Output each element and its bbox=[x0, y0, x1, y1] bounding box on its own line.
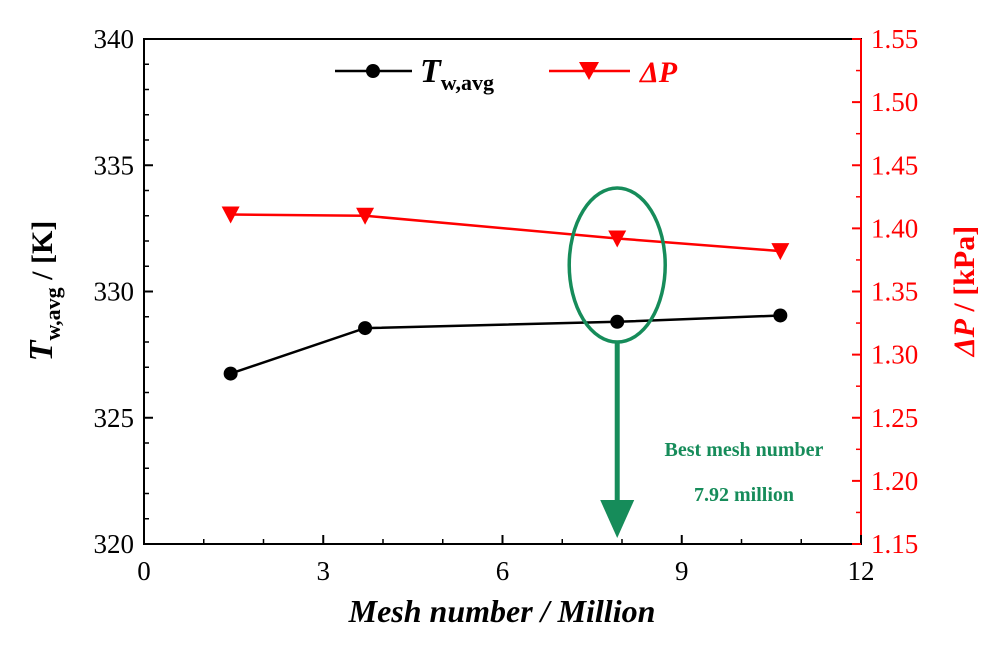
right-tick-label: 1.45 bbox=[871, 150, 918, 180]
left-axis-title: Tw,avg / [K] bbox=[23, 221, 65, 362]
series-line-0 bbox=[230, 314, 781, 375]
legend-label-tw-symbol: T bbox=[420, 53, 442, 90]
x-tick-label: 6 bbox=[496, 556, 510, 586]
plot-frame bbox=[143, 38, 862, 545]
x-axis-title: Mesh number / Million bbox=[348, 593, 656, 629]
data-point bbox=[358, 321, 373, 336]
legend-label-tw: Tw,avg bbox=[420, 53, 494, 95]
right-tick-label: 1.25 bbox=[871, 403, 918, 433]
right-axis-ticks: 1.15 1.20 1.25 1.30 1.35 1.40 1.45 1.50 1.55 bbox=[852, 24, 918, 559]
annotation-text-line1: Best mesh number bbox=[665, 439, 824, 461]
x-tick-label: 9 bbox=[675, 556, 689, 586]
series-line-1 bbox=[230, 213, 781, 253]
left-tick-label: 340 bbox=[94, 24, 135, 54]
right-tick-label: 1.30 bbox=[871, 340, 918, 370]
data-point bbox=[773, 308, 788, 323]
annotation: Best mesh number 7.92 million bbox=[567, 186, 824, 538]
x-tick-label: 12 bbox=[848, 556, 875, 586]
left-axis-ticks: 320 325 330 335 340 bbox=[94, 24, 153, 559]
right-axis-title-symbol: ΔP bbox=[948, 318, 981, 357]
right-tick-label: 1.55 bbox=[871, 24, 918, 54]
left-tick-label: 335 bbox=[94, 150, 135, 180]
right-tick-label: 1.40 bbox=[871, 213, 918, 243]
right-tick-label: 1.15 bbox=[871, 529, 918, 559]
right-tick-label: 1.35 bbox=[871, 277, 918, 307]
legend: Tw,avg ΔP bbox=[335, 53, 678, 95]
legend-label-tw-subscript: w,avg bbox=[441, 70, 494, 95]
data-point bbox=[221, 206, 240, 224]
left-axis-title-unit: / [K] bbox=[26, 221, 59, 288]
annotation-text-line2: 7.92 million bbox=[694, 484, 794, 506]
data-point bbox=[771, 243, 790, 261]
left-axis-title-subscript: w,avg bbox=[40, 287, 65, 340]
x-axis-ticks: 0 3 6 9 12 bbox=[137, 535, 875, 586]
data-point bbox=[610, 314, 625, 329]
left-axis-title-symbol: T bbox=[23, 339, 60, 361]
x-tick-label: 0 bbox=[137, 556, 151, 586]
left-tick-label: 320 bbox=[94, 529, 135, 559]
right-tick-label: 1.50 bbox=[871, 87, 918, 117]
left-tick-label: 325 bbox=[94, 403, 135, 433]
legend-marker-tw bbox=[366, 64, 380, 78]
left-tick-label: 330 bbox=[94, 277, 135, 307]
right-axis-title: ΔP / [kPa] bbox=[948, 226, 981, 357]
x-tick-label: 3 bbox=[317, 556, 331, 586]
legend-marker-dp bbox=[579, 62, 599, 80]
legend-label-dp: ΔP bbox=[639, 56, 678, 89]
annotation-arrow-head bbox=[600, 500, 635, 538]
data-point bbox=[356, 207, 375, 225]
series-layer bbox=[221, 206, 790, 381]
right-axis-title-unit: / [kPa] bbox=[948, 226, 981, 319]
data-point bbox=[223, 366, 238, 381]
data-point bbox=[608, 230, 627, 248]
right-tick-label: 1.20 bbox=[871, 466, 918, 496]
